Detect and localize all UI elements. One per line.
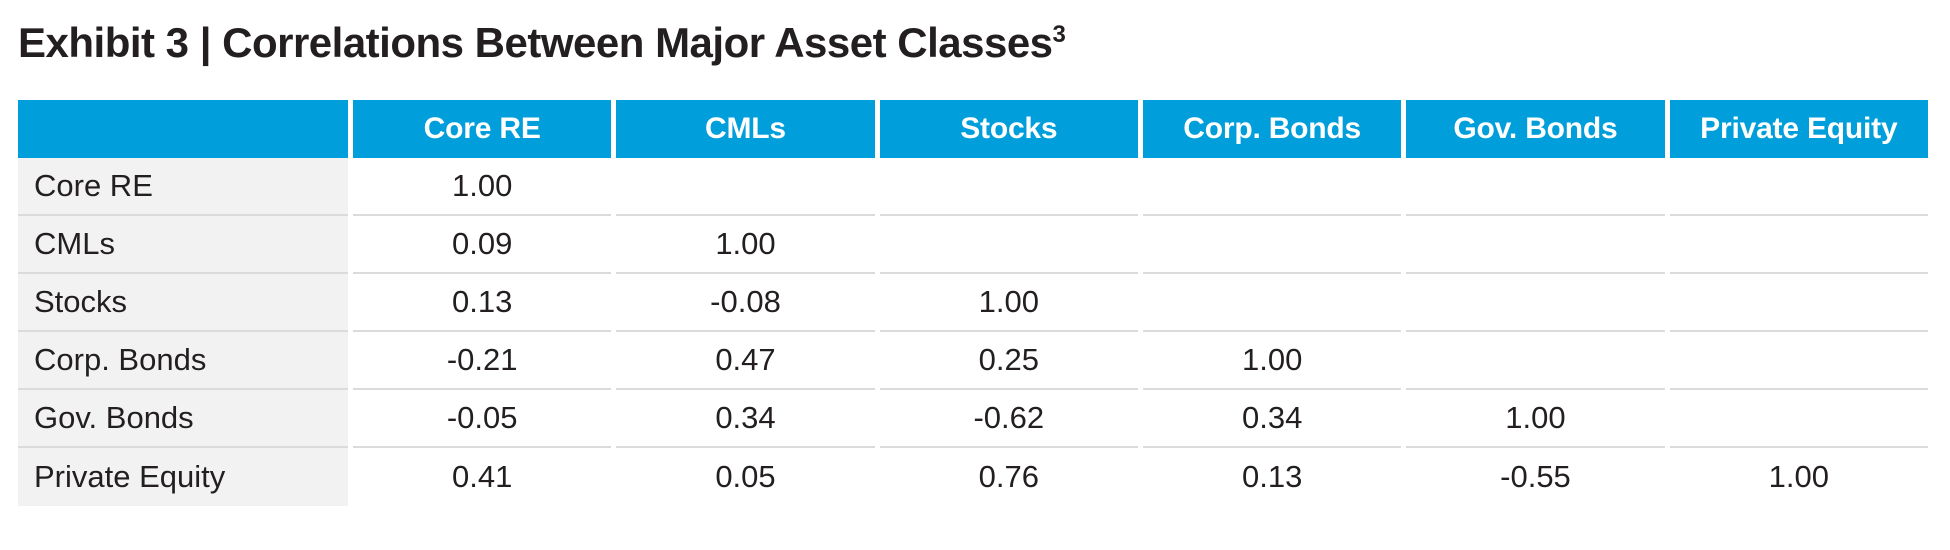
cell-stocks-corp-bonds	[1142, 274, 1402, 333]
cell-private-equity-corp-bonds: 0.13	[1142, 448, 1402, 507]
cell-private-equity-cmls: 0.05	[616, 448, 875, 507]
cell-gov-bonds-cmls: 0.34	[616, 390, 875, 449]
cell-cmls-corp-bonds	[1142, 216, 1402, 275]
table-row-core-re: Core RE 1.00	[18, 158, 1928, 217]
column-header-core-re: Core RE	[353, 100, 612, 159]
correlation-table-header: Core RE CMLs Stocks Corp. Bonds Gov. Bonds Pr…	[18, 100, 1928, 159]
exhibit-title-footnote-marker: 3	[1052, 21, 1066, 48]
cell-cmls-stocks	[879, 216, 1138, 275]
cell-gov-bonds-corp-bonds: 0.34	[1142, 390, 1402, 449]
header-row: Core RE CMLs Stocks Corp. Bonds Gov. Bonds Pr…	[18, 100, 1928, 159]
row-label-private-equity: Private Equity	[18, 448, 348, 507]
cell-gov-bonds-stocks: -0.62	[879, 390, 1138, 449]
cell-cmls-core-re: 0.09	[353, 216, 612, 275]
table-row-gov-bonds: Gov. Bonds -0.05 0.34 -0.62 0.34 1.00	[18, 390, 1928, 449]
cell-stocks-private-equity	[1669, 274, 1928, 333]
table-row-stocks: Stocks 0.13 -0.08 1.00	[18, 274, 1928, 333]
cell-core-re-gov-bonds	[1406, 158, 1665, 217]
row-label-corp-bonds: Corp. Bonds	[18, 332, 348, 391]
column-header-corp-bonds: Corp. Bonds	[1142, 100, 1402, 159]
cell-core-re-stocks	[879, 158, 1138, 217]
cell-stocks-gov-bonds	[1406, 274, 1665, 333]
column-header-blank	[18, 100, 348, 159]
cell-gov-bonds-private-equity	[1669, 390, 1928, 449]
correlation-table: Core RE CMLs Stocks Corp. Bonds Gov. Bonds Pr…	[13, 100, 1933, 507]
cell-private-equity-stocks: 0.76	[879, 448, 1138, 507]
column-header-stocks: Stocks	[879, 100, 1138, 159]
cell-core-re-cmls	[616, 158, 875, 217]
cell-cmls-gov-bonds	[1406, 216, 1665, 275]
row-label-stocks: Stocks	[18, 274, 348, 333]
cell-corp-bonds-private-equity	[1669, 332, 1928, 391]
cell-core-re-corp-bonds	[1142, 158, 1402, 217]
cell-core-re-core-re: 1.00	[353, 158, 612, 217]
cell-core-re-private-equity	[1669, 158, 1928, 217]
cell-corp-bonds-corp-bonds: 1.00	[1142, 332, 1402, 391]
row-label-core-re: Core RE	[18, 158, 348, 217]
column-header-private-equity: Private Equity	[1669, 100, 1928, 159]
row-label-gov-bonds: Gov. Bonds	[18, 390, 348, 449]
table-row-private-equity: Private Equity 0.41 0.05 0.76 0.13 -0.55 1.00	[18, 448, 1928, 507]
cell-private-equity-core-re: 0.41	[353, 448, 612, 507]
exhibit-page: Exhibit 3 | Correlations Between Major A…	[13, 19, 1933, 507]
cell-stocks-core-re: 0.13	[353, 274, 612, 333]
exhibit-title: Exhibit 3 | Correlations Between Major A…	[18, 19, 1932, 66]
cell-stocks-cmls: -0.08	[616, 274, 875, 333]
cell-corp-bonds-gov-bonds	[1406, 332, 1665, 391]
cell-private-equity-private-equity: 1.00	[1669, 448, 1928, 507]
cell-corp-bonds-core-re: -0.21	[353, 332, 612, 391]
row-label-cmls: CMLs	[18, 216, 348, 275]
cell-gov-bonds-core-re: -0.05	[353, 390, 612, 449]
cell-corp-bonds-cmls: 0.47	[616, 332, 875, 391]
correlation-table-body: Core RE 1.00 CMLs 0.09 1.00 Stocks 0.13 -0.08 1.…	[18, 158, 1928, 507]
cell-corp-bonds-stocks: 0.25	[879, 332, 1138, 391]
table-row-cmls: CMLs 0.09 1.00	[18, 216, 1928, 275]
cell-gov-bonds-gov-bonds: 1.00	[1406, 390, 1665, 449]
exhibit-title-text: Exhibit 3 | Correlations Between Major A…	[18, 19, 1053, 66]
column-header-cmls: CMLs	[616, 100, 875, 159]
cell-cmls-private-equity	[1669, 216, 1928, 275]
column-header-gov-bonds: Gov. Bonds	[1406, 100, 1665, 159]
table-row-corp-bonds: Corp. Bonds -0.21 0.47 0.25 1.00	[18, 332, 1928, 391]
cell-cmls-cmls: 1.00	[616, 216, 875, 275]
cell-stocks-stocks: 1.00	[879, 274, 1138, 333]
cell-private-equity-gov-bonds: -0.55	[1406, 448, 1665, 507]
